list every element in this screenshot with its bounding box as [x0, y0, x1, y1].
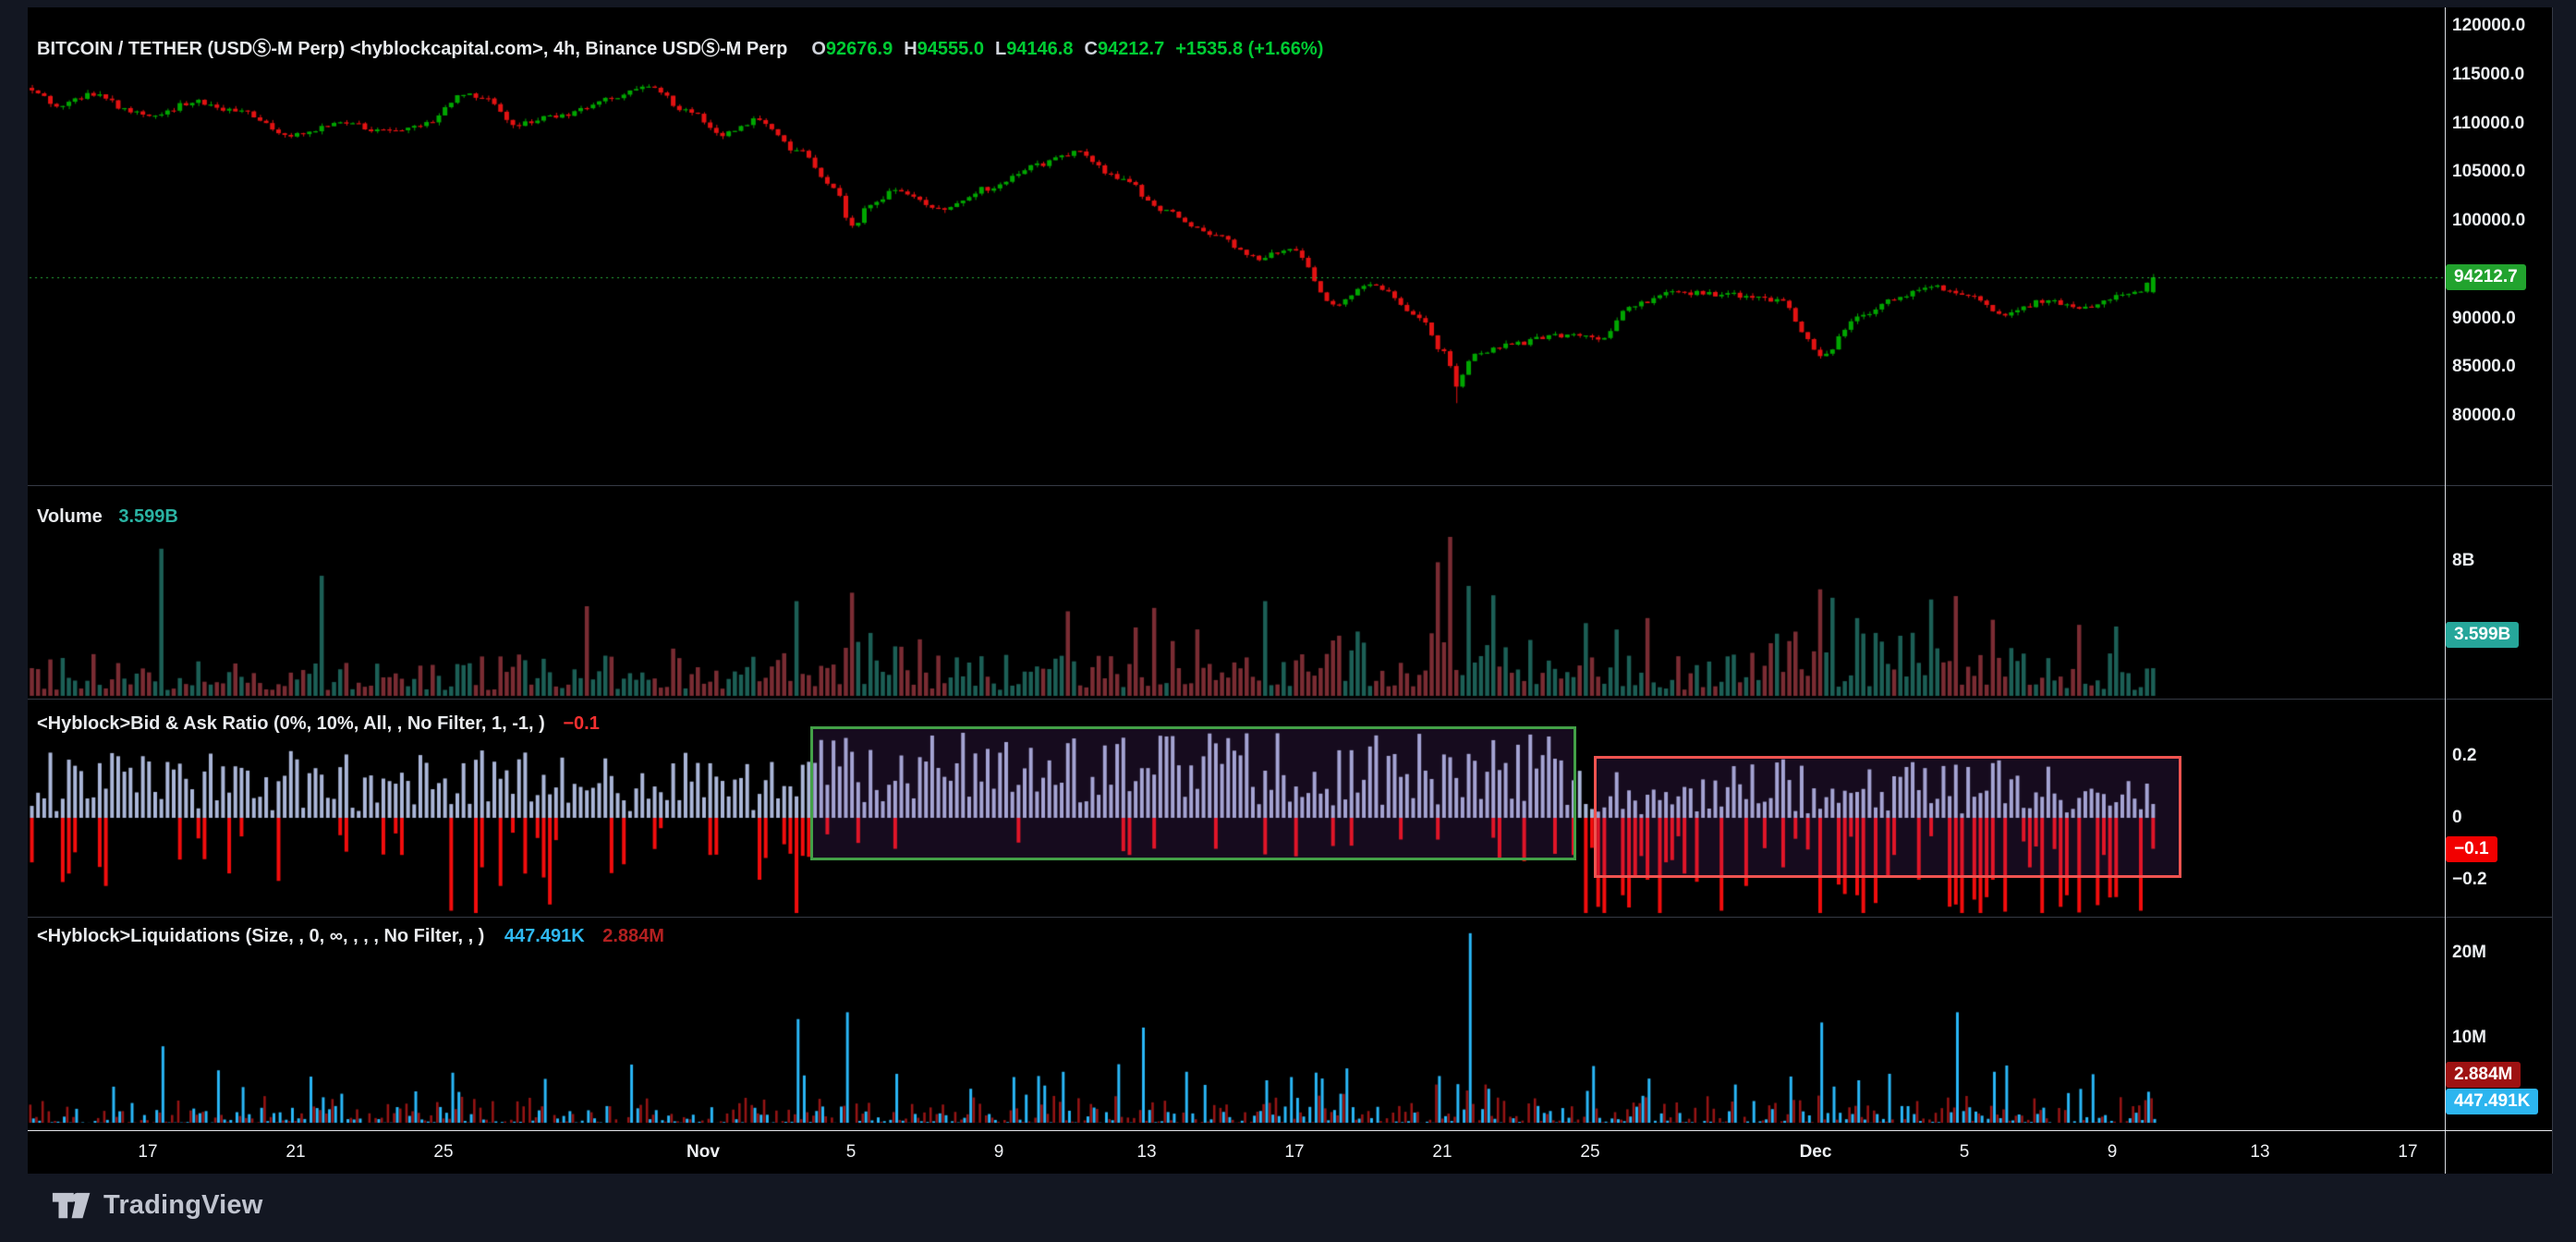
time-axis-label: 25 [1580, 1142, 1600, 1162]
time-axis[interactable] [28, 1130, 2552, 1174]
time-axis-label: Dec [1799, 1142, 1832, 1162]
liquidations-label: <Hyblock>Liquidations (Size, , 0, ∞, , ,… [37, 926, 485, 946]
ohlc-open-label: O [811, 39, 826, 59]
liquidations-legend[interactable]: <Hyblock>Liquidations (Size, , 0, ∞, , ,… [37, 926, 664, 947]
bid-ask-green-box[interactable] [810, 726, 1576, 860]
volume-pane[interactable] [28, 485, 2445, 699]
time-axis-label: 21 [286, 1142, 306, 1162]
price-axis-label: 115000.0 [2452, 64, 2525, 84]
bid-ask-value-badge: −0.1 [2446, 835, 2497, 862]
ohlc-change-value: +1535.8 (+1.66%) [1175, 39, 1324, 59]
pane-separator-bid-ask[interactable] [28, 699, 2552, 700]
time-axis-label: 13 [1136, 1142, 1157, 1162]
liquidations-pane[interactable] [28, 917, 2445, 1130]
last-price-badge: 94212.7 [2446, 264, 2526, 291]
ohlc-close-value: 94212.7 [1097, 39, 1165, 59]
time-axis-label: 5 [845, 1142, 857, 1162]
bid-ask-axis-label: 0 [2452, 808, 2462, 827]
time-axis-label: 21 [1432, 1142, 1452, 1162]
chart-canvas[interactable] [28, 7, 2445, 1130]
volume-axis-label: 8B [2452, 550, 2475, 570]
liquidations-short-badge: 2.884M [2446, 1062, 2521, 1088]
tradingview-logo-icon [52, 1192, 91, 1218]
ohlc-high-label: H [904, 39, 917, 59]
price-axis-label: 90000.0 [2452, 308, 2516, 328]
bid-ask-axis-label: 0.2 [2452, 746, 2477, 765]
time-axis-label: 17 [2398, 1142, 2418, 1162]
bid-ask-pane[interactable] [28, 699, 2445, 917]
price-axis-label: 85000.0 [2452, 357, 2516, 377]
price-axis-border [2445, 7, 2446, 1174]
bid-ask-value: −0.1 [563, 713, 600, 734]
ohlc-high-value: 94555.0 [917, 39, 984, 59]
bid-ask-red-box[interactable] [1594, 756, 2181, 878]
time-axis-label: 13 [2250, 1142, 2270, 1162]
volume-label: Volume [37, 506, 103, 527]
ohlc-low-value: 94146.8 [1006, 39, 1074, 59]
price-pane[interactable] [28, 7, 2445, 485]
tradingview-logo[interactable]: TradingView [52, 1190, 263, 1221]
time-axis-border [28, 1130, 2552, 1131]
main-symbol-legend[interactable]: BITCOIN / TETHER (USDⓈ-M Perp) <hyblockc… [37, 33, 1323, 60]
price-axis-label: 105000.0 [2452, 162, 2526, 182]
time-axis-label: 17 [138, 1142, 158, 1162]
time-axis-label: Nov [687, 1142, 720, 1162]
chart-right-border [2552, 7, 2553, 1174]
ohlc-close-label: C [1084, 39, 1098, 59]
pane-separator-volume[interactable] [28, 485, 2552, 486]
liquidations-axis-label: 20M [2452, 943, 2486, 962]
volume-value-badge: 3.599B [2446, 622, 2520, 649]
price-axis-label: 100000.0 [2452, 211, 2526, 230]
price-axis-label: 80000.0 [2452, 406, 2516, 425]
price-axis-label: 120000.0 [2452, 16, 2526, 35]
liquidations-long-badge: 447.491K [2446, 1089, 2539, 1114]
tradingview-logo-text: TradingView [103, 1190, 263, 1220]
price-axis[interactable] [2445, 7, 2552, 1130]
price-axis-label: 110000.0 [2452, 113, 2525, 133]
liquidations-axis-label: 10M [2452, 1028, 2486, 1047]
time-axis-label: 17 [1284, 1142, 1305, 1162]
bid-ask-label: <Hyblock>Bid & Ask Ratio (0%, 10%, All, … [37, 713, 545, 734]
ohlc-low-label: L [994, 39, 1007, 59]
bid-ask-legend[interactable]: <Hyblock>Bid & Ask Ratio (0%, 10%, All, … [37, 713, 600, 735]
liquidations-long-value: 447.491K [504, 926, 585, 946]
time-axis-label: 5 [1959, 1142, 1970, 1162]
time-axis-label: 25 [433, 1142, 454, 1162]
pane-separator-liquidations[interactable] [28, 917, 2552, 918]
time-axis-label: 9 [993, 1142, 1004, 1162]
bid-ask-axis-label: −0.2 [2452, 870, 2487, 889]
volume-value: 3.599B [118, 506, 178, 527]
ohlc-open-value: 92676.9 [825, 39, 893, 59]
liquidations-short-value: 2.884M [602, 926, 664, 946]
symbol-title: BITCOIN / TETHER (USDⓈ-M Perp) <hyblockc… [37, 39, 788, 59]
volume-legend[interactable]: Volume 3.599B [37, 506, 178, 528]
time-axis-label: 9 [2107, 1142, 2118, 1162]
